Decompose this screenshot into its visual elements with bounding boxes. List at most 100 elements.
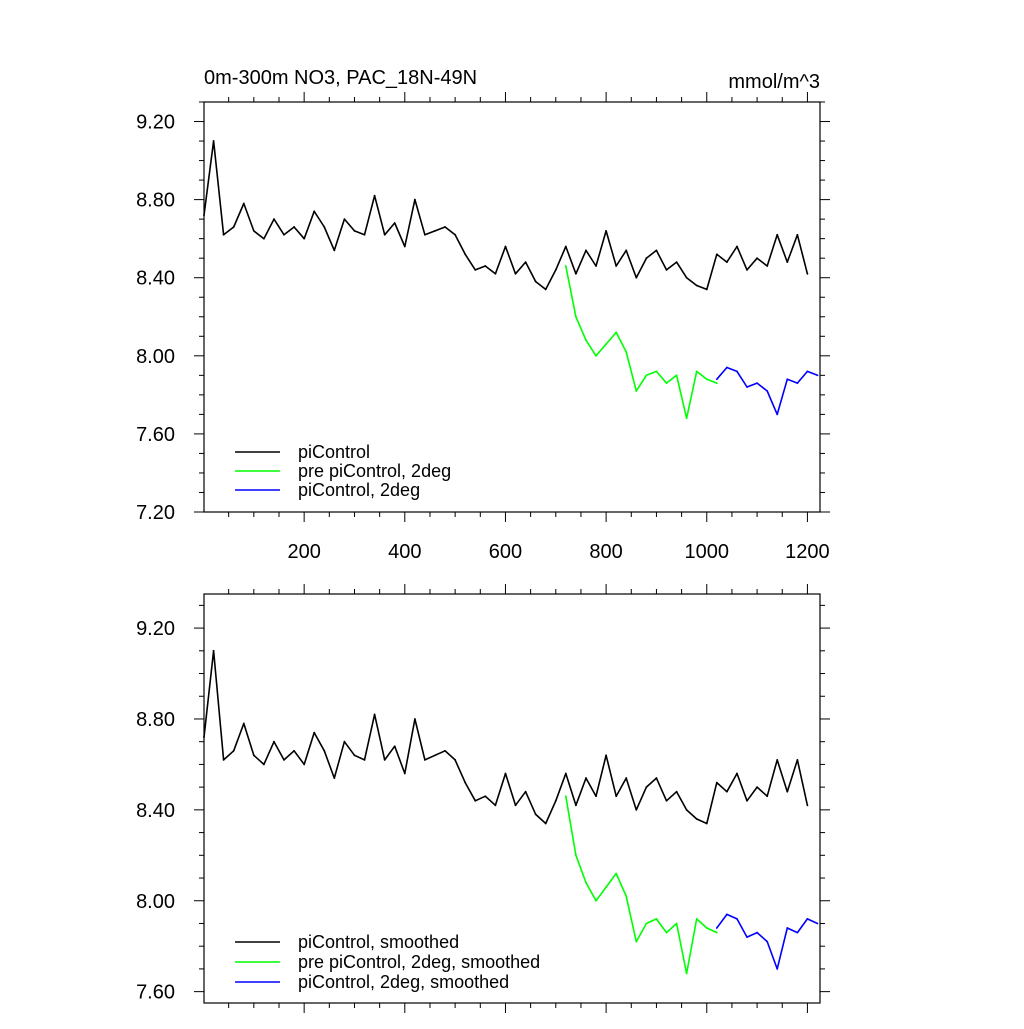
series-point — [615, 331, 618, 334]
series-point — [544, 288, 547, 291]
series-point — [575, 804, 577, 807]
series-point — [635, 940, 638, 943]
series-point — [333, 777, 336, 779]
series-point — [494, 272, 497, 275]
series-point — [635, 390, 638, 392]
series-point — [494, 804, 497, 807]
series-point — [786, 927, 789, 929]
series-point — [262, 763, 265, 766]
series-line — [203, 650, 809, 825]
series-point — [625, 777, 628, 779]
series-point — [766, 940, 769, 943]
series-point — [353, 229, 356, 232]
series-point — [695, 918, 698, 920]
series-point — [222, 233, 225, 236]
series-point — [595, 265, 597, 267]
series-point — [685, 276, 688, 279]
legend-label: pre piControl, 2deg, smoothed — [298, 952, 540, 972]
series-line — [565, 796, 718, 975]
series-point — [645, 374, 648, 377]
series-point — [756, 931, 758, 934]
series-point — [283, 758, 285, 761]
series-point — [564, 265, 567, 267]
series-point — [695, 818, 698, 820]
series-point — [725, 790, 728, 793]
series-point — [373, 713, 376, 716]
y-tick-label: 8.80 — [136, 709, 175, 731]
series-point — [816, 922, 819, 925]
series-point — [605, 754, 608, 757]
series-point — [736, 245, 738, 248]
series-point — [665, 931, 668, 934]
series-point — [564, 245, 567, 248]
x-tick-label: 400 — [388, 541, 421, 563]
series-point — [454, 758, 457, 761]
series-point — [715, 931, 718, 934]
series-point — [776, 413, 779, 416]
series-point — [595, 795, 597, 798]
series-point — [383, 233, 386, 236]
series-point — [655, 370, 658, 373]
series-point — [293, 226, 295, 228]
series-point — [564, 772, 567, 775]
legend-label: piControl, 2deg, smoothed — [298, 972, 509, 992]
series-point — [766, 265, 769, 267]
series-point — [816, 374, 819, 377]
series-point — [474, 799, 477, 802]
series-point — [695, 370, 698, 373]
series-point — [665, 382, 668, 385]
series-point — [766, 795, 769, 798]
series-point — [514, 272, 517, 275]
series-point — [615, 872, 618, 875]
series-point — [252, 754, 255, 757]
series-point — [323, 749, 326, 752]
y-tick-label: 8.40 — [136, 800, 175, 822]
series-point — [615, 795, 618, 798]
series-point — [534, 280, 537, 283]
series-point — [242, 202, 245, 205]
legend-label: piControl, 2deg — [298, 480, 420, 500]
y-tick-label: 8.00 — [136, 891, 175, 913]
y-tick-label: 7.60 — [136, 982, 175, 1004]
series-point — [806, 370, 809, 373]
series-point — [675, 790, 678, 793]
x-tick-label: 1200 — [785, 541, 830, 563]
series-point — [625, 895, 628, 898]
series-point — [725, 366, 728, 369]
series-point — [504, 772, 507, 775]
top-panel: 200 400 600 800 1000 1200 7.20 7.60 8.00 8.40 8.80… — [136, 92, 830, 563]
series-point — [746, 799, 748, 802]
series-point — [373, 194, 376, 197]
series-point — [333, 249, 336, 252]
series-point — [444, 749, 446, 752]
series-point — [222, 758, 225, 761]
series-point — [464, 781, 467, 784]
series-line — [203, 140, 809, 291]
series-point — [705, 378, 708, 381]
series-point — [232, 749, 235, 752]
series-point — [575, 315, 577, 318]
series-point — [645, 257, 648, 260]
series-point — [665, 269, 668, 271]
y-tick-label: 9.20 — [136, 112, 175, 134]
series-point — [786, 378, 789, 381]
series-point — [273, 218, 275, 221]
series-point — [454, 233, 457, 236]
series-point — [252, 229, 255, 232]
y-tick-label: 7.60 — [136, 424, 175, 446]
legend-label: piControl, smoothed — [298, 932, 459, 952]
series-point — [434, 229, 436, 232]
series-point — [776, 758, 779, 761]
series-point — [484, 265, 487, 267]
series-point — [504, 245, 507, 248]
series-point — [806, 804, 809, 807]
series-point — [313, 210, 316, 213]
series-point — [776, 968, 779, 970]
series-point — [736, 370, 738, 373]
series-point — [514, 804, 517, 807]
series-point — [413, 198, 416, 201]
series-point — [293, 749, 295, 752]
series-point — [736, 772, 738, 775]
series-point — [554, 799, 557, 802]
series-point — [484, 795, 487, 798]
